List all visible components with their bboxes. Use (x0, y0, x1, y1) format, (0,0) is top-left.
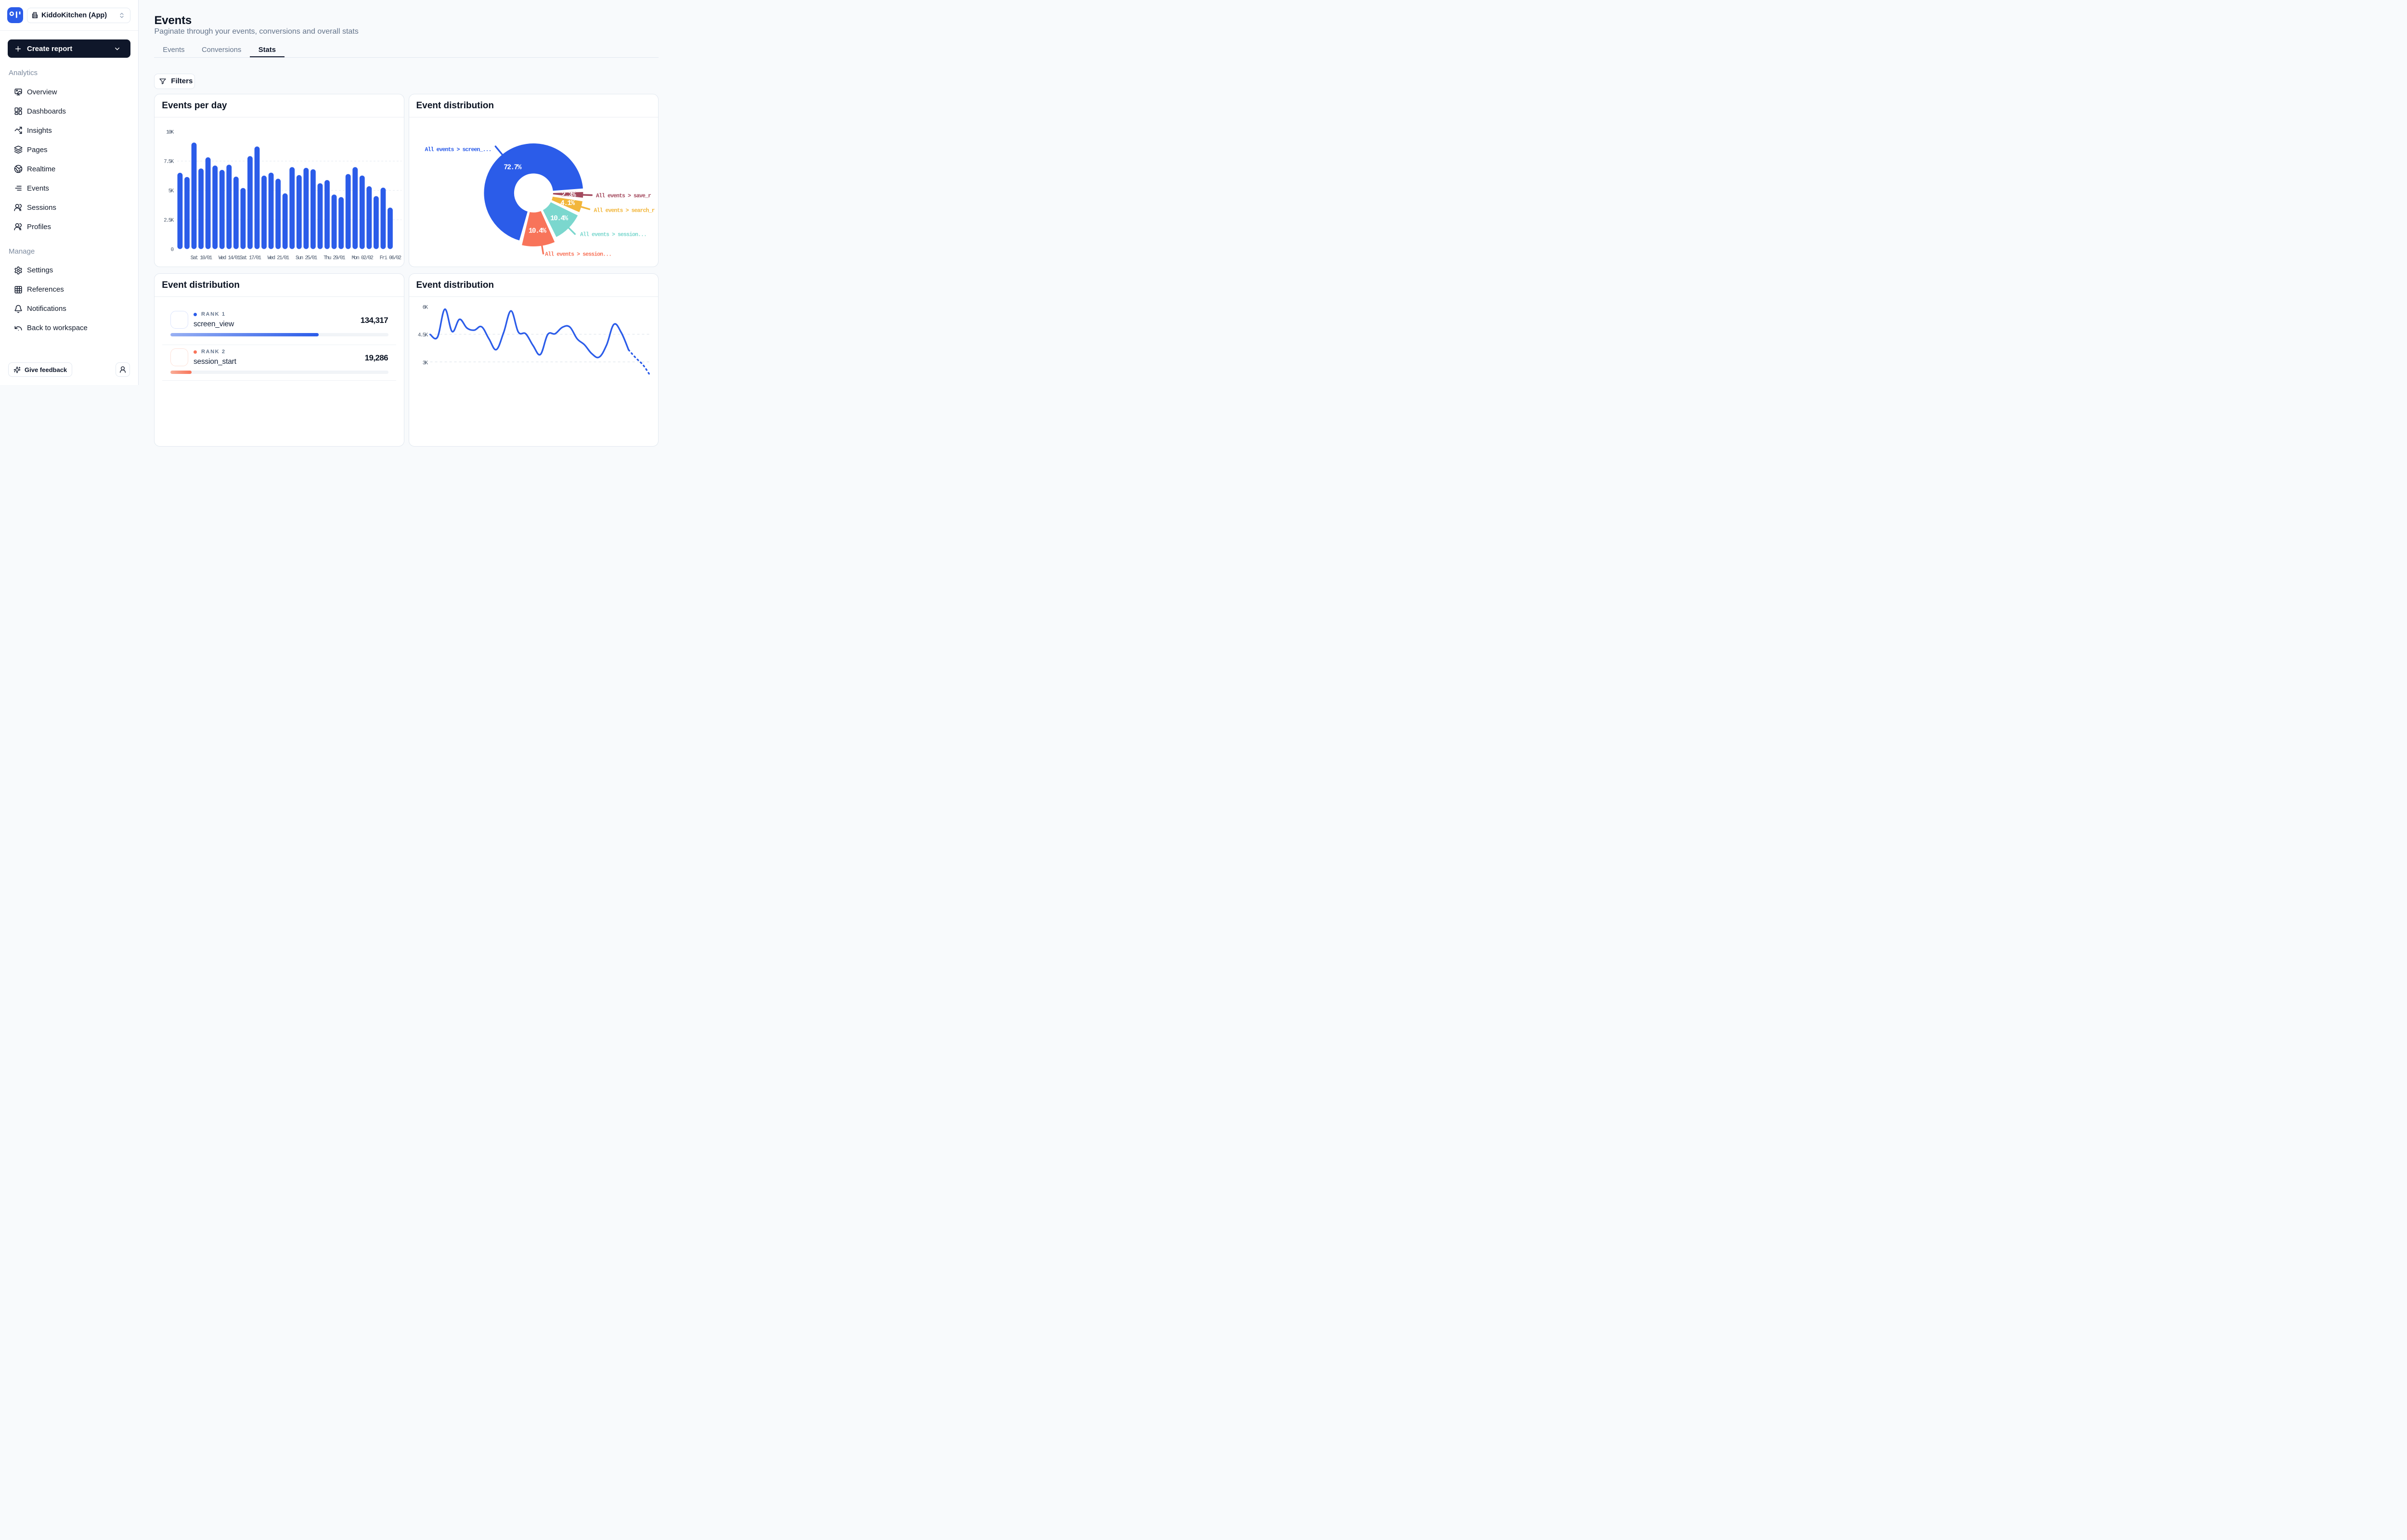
svg-text:2.5K: 2.5K (164, 218, 174, 223)
svg-text:10.4%: 10.4% (528, 227, 546, 235)
svg-text:10K: 10K (166, 130, 174, 136)
svg-text:3K: 3K (422, 360, 428, 366)
svg-text:10.4%: 10.4% (550, 215, 568, 223)
svg-text:All events > search_r: All events > search_r (594, 208, 655, 214)
svg-text:6K: 6K (422, 305, 428, 311)
svg-text:All events > save_r: All events > save_r (596, 193, 651, 199)
svg-text:Sat 10/01: Sat 10/01 (191, 256, 213, 261)
svg-text:4.5K: 4.5K (417, 333, 428, 338)
svg-text:Fri 06/02: Fri 06/02 (380, 256, 401, 261)
svg-text:Wed 14/01: Wed 14/01 (219, 256, 241, 261)
svg-text:72.7%: 72.7% (504, 164, 521, 171)
svg-text:2.3%: 2.3% (561, 191, 576, 199)
svg-text:All events > session...: All events > session... (545, 252, 611, 258)
svg-text:5K: 5K (168, 189, 174, 194)
svg-text:7.5K: 7.5K (164, 159, 174, 165)
svg-text:Sat 17/01: Sat 17/01 (240, 256, 262, 261)
svg-text:Mon 02/02: Mon 02/02 (352, 256, 374, 261)
svg-text:Wed 21/01: Wed 21/01 (268, 256, 290, 261)
svg-text:4.1%: 4.1% (560, 200, 575, 207)
svg-text:0: 0 (171, 247, 174, 253)
svg-text:All events > screen_...: All events > screen_... (425, 147, 491, 153)
svg-text:Thu 29/01: Thu 29/01 (324, 256, 346, 261)
svg-text:Sun 25/01: Sun 25/01 (296, 256, 318, 261)
svg-text:All events > session...: All events > session... (580, 232, 647, 238)
